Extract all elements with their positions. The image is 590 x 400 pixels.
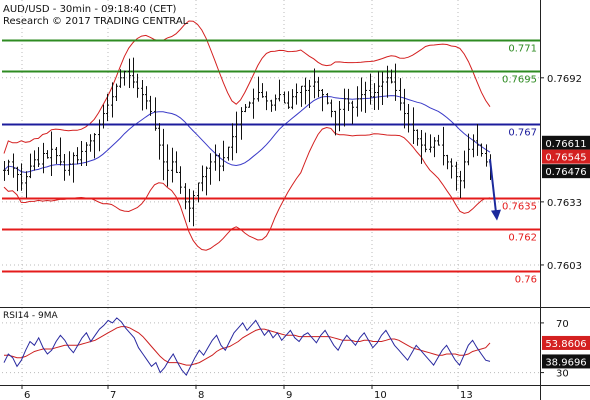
forecast-arrow bbox=[489, 159, 501, 221]
rsi-tag-box bbox=[542, 354, 590, 369]
price-axis: 0.7692 0.7633 0.7603 0.76611 0.76545 0.76476 bbox=[540, 74, 590, 272]
time-tick-label: 10 bbox=[374, 390, 387, 400]
level-label: 0.767 bbox=[508, 128, 537, 139]
price-tag-label: 0.76476 bbox=[545, 167, 586, 178]
level-label: 0.771 bbox=[508, 44, 537, 55]
price-tag-label: 0.76545 bbox=[545, 153, 586, 164]
level-label: 0.76 bbox=[515, 275, 537, 286]
rsi-panel: 70 30 53.8606 38.9696 bbox=[3, 317, 590, 380]
price-tick-label: 0.7633 bbox=[547, 198, 582, 209]
time-axis: 6 7 8 9 10 13 bbox=[21, 385, 473, 400]
rsi-tick-label: 30 bbox=[556, 369, 569, 380]
price-tag-box bbox=[542, 135, 590, 150]
level-label: 0.762 bbox=[508, 233, 537, 244]
rsi-ma-line bbox=[4, 326, 491, 366]
rsi-tag-label: 53.8606 bbox=[545, 339, 586, 350]
forecast-arrow-head bbox=[491, 209, 501, 221]
forecast-arrow-shaft bbox=[489, 159, 497, 213]
rsi-tag-label: 38.9696 bbox=[545, 357, 586, 368]
time-tick-label: 7 bbox=[110, 390, 116, 400]
price-candles bbox=[3, 57, 492, 227]
chart-copyright: Research © 2017 TRADING CENTRAL bbox=[3, 16, 189, 27]
time-tick-label: 9 bbox=[286, 390, 292, 400]
moving-average bbox=[3, 95, 491, 173]
rsi-tick-label: 70 bbox=[556, 319, 569, 330]
level-label: 0.7635 bbox=[502, 202, 537, 213]
time-tick-label: 13 bbox=[460, 390, 473, 400]
rsi-tag-box bbox=[542, 335, 590, 350]
price-tick-label: 0.7603 bbox=[547, 261, 582, 272]
level-label: 0.7695 bbox=[502, 75, 537, 86]
rsi-line bbox=[3, 317, 491, 376]
time-tick-label: 6 bbox=[24, 390, 30, 400]
time-tick-label: 8 bbox=[198, 390, 204, 400]
price-tag-box bbox=[542, 149, 590, 164]
chart-title: AUD/USD - 30min - 09:18:40 (CET) bbox=[3, 4, 177, 15]
price-tag-label: 0.76611 bbox=[545, 139, 586, 150]
support-resistance-levels: 0.771 0.7695 0.767 0.7635 0.762 0.76 bbox=[2, 39, 540, 286]
rsi-title: RSI14 - 9MA bbox=[3, 311, 59, 321]
price-tick-label: 0.7692 bbox=[547, 74, 582, 85]
upper-band bbox=[3, 20, 491, 154]
price-tag-box bbox=[542, 164, 590, 179]
